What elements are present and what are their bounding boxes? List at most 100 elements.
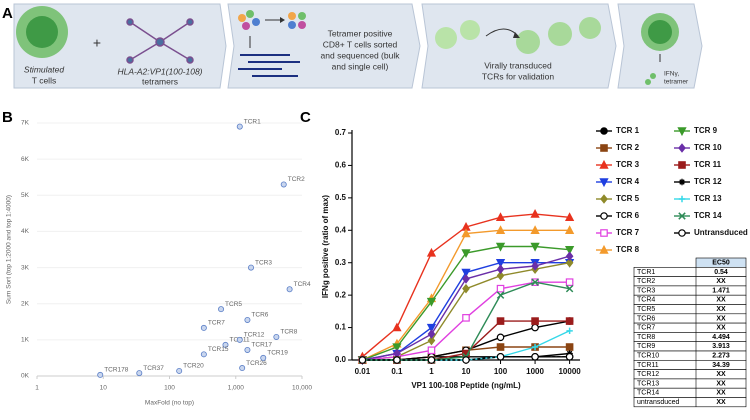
table-cell: TCR13 <box>637 380 659 387</box>
marker <box>600 229 608 237</box>
step-box <box>227 3 421 89</box>
y-tick-label: 0.1 <box>335 323 347 332</box>
legend-label: TCR 9 <box>694 126 718 135</box>
y-tick-label: 0.5 <box>335 193 347 202</box>
marker <box>393 356 401 364</box>
x-tick-label: 10000 <box>558 367 581 376</box>
point <box>280 181 287 188</box>
marker <box>565 257 574 268</box>
table-cell: XX <box>716 371 726 378</box>
step-text: tetramer <box>664 79 689 86</box>
legend-label: TCR 10 <box>694 143 722 152</box>
x-tick-label: 1 <box>429 367 434 376</box>
table-cell: 3.913 <box>712 343 730 350</box>
marker <box>678 229 686 237</box>
x-tick-label: 100 <box>164 385 175 392</box>
marker <box>600 127 608 135</box>
marker <box>427 356 436 364</box>
y-tick-label: 0.7 <box>335 128 347 137</box>
point <box>239 365 246 372</box>
table-cell: TCR3 <box>637 287 655 294</box>
point-label: TCR15 <box>208 346 229 353</box>
marker <box>531 352 539 361</box>
legend-label: TCR 6 <box>616 211 640 220</box>
y-tick-label: 5K <box>21 192 30 199</box>
table-cell: TCR7 <box>637 325 655 332</box>
marker <box>461 249 471 259</box>
step-text: CD8+ T cells sorted <box>323 39 398 49</box>
table-cell: TCR8 <box>637 334 655 341</box>
x-tick-label: 1 <box>35 385 39 392</box>
y-tick-label: 7K <box>21 120 30 127</box>
marker <box>496 270 505 281</box>
x-tick-label: 10 <box>462 367 471 376</box>
x-tick-label: 1,000 <box>228 385 245 392</box>
step-text: TCRs for validation <box>482 71 555 81</box>
marker <box>496 317 505 325</box>
table-cell: XX <box>716 390 726 397</box>
dose-response-chart: 0.0 0.1 0.2 0.3 0.4 0.5 0.6 0.7 0.01 0.1 1 10 100 100… <box>321 126 748 390</box>
y-axis-label: Sum Sort (top 1:2000 and top 1:4000) <box>6 195 13 304</box>
table-cell: TCR9 <box>637 343 655 350</box>
readout-icon <box>641 13 679 85</box>
point <box>244 316 251 323</box>
tetramer-icon <box>126 18 194 64</box>
point-label: TCR17 <box>251 342 272 349</box>
table-row <box>633 397 747 408</box>
legend-label: TCR 8 <box>616 245 640 254</box>
sort-icon <box>238 10 306 77</box>
marker <box>600 144 608 152</box>
marker <box>495 225 506 234</box>
panel-label: B <box>2 109 13 126</box>
point-label: TCR37 <box>143 365 164 372</box>
point-label: TCR3 <box>255 259 272 266</box>
table-cell: TCR4 <box>637 297 655 304</box>
legend-label: TCR 13 <box>694 194 722 203</box>
table-cell: XX <box>716 315 726 322</box>
step-text: and single cell) <box>332 61 389 71</box>
x-tick-label: 10 <box>100 385 108 392</box>
step-text: and sequenced (bulk <box>321 50 401 60</box>
marker <box>495 242 506 252</box>
table-cell: XX <box>716 380 726 387</box>
marker <box>564 225 575 234</box>
x-tick-label: 100 <box>494 367 508 376</box>
point-label: TCR178 <box>104 367 129 374</box>
marker <box>427 335 436 346</box>
table-cell: TCR2 <box>637 278 655 285</box>
marker <box>599 178 609 188</box>
step-text: tetramers <box>142 76 178 86</box>
point <box>200 324 207 331</box>
scatter-chart: 0K 1K 2K 3K 4K 5K 6K 7K 1 10 100 1,000 10,000 MaxFold… <box>6 118 313 406</box>
step-text: Virally transduced <box>484 60 552 70</box>
marker <box>496 333 505 342</box>
legend-label: TCR 14 <box>694 211 722 220</box>
marker <box>531 323 539 332</box>
marker <box>564 246 575 255</box>
x-axis-label: VP1 100-108 Peptide (ng/mL) <box>411 381 521 390</box>
marker <box>461 228 471 238</box>
table-cell: TCR1 <box>637 269 655 276</box>
y-tick-label: 0.2 <box>335 290 347 299</box>
point <box>260 354 267 361</box>
y-tick-label: 4K <box>21 228 30 235</box>
table-cell: TCR6 <box>637 315 655 322</box>
y-tick-label: 0.4 <box>335 225 347 234</box>
table-cell: XX <box>716 325 726 332</box>
point-label: TCR6 <box>251 312 268 319</box>
marker <box>496 291 505 299</box>
table-cell: TCR11 <box>637 362 659 369</box>
legend-label: TCR 2 <box>616 143 640 152</box>
marker <box>565 278 574 286</box>
marker <box>566 327 573 335</box>
y-tick-label: 0.0 <box>335 355 347 364</box>
marker <box>496 264 505 275</box>
table-cell: 0.54 <box>714 269 728 276</box>
point-label: TCR26 <box>246 360 267 367</box>
y-tick-label: 1K <box>21 337 30 344</box>
marker <box>678 212 686 220</box>
marker <box>600 212 608 220</box>
panel-label: A <box>2 5 13 22</box>
workflow <box>13 3 703 89</box>
